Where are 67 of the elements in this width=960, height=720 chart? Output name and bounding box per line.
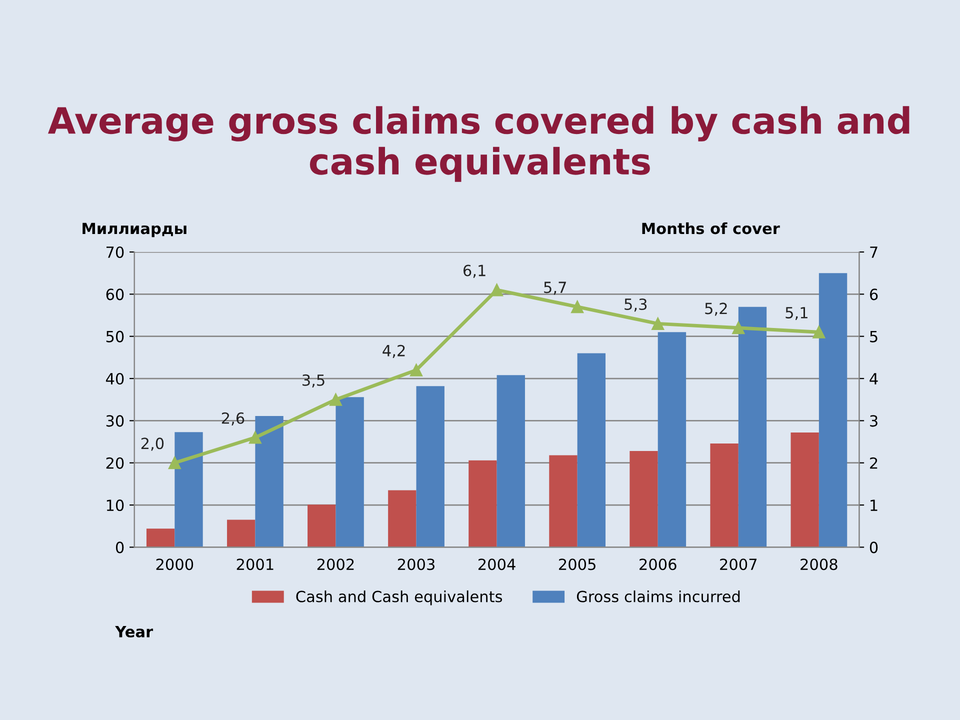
bar: [388, 490, 416, 548]
y2-tick-label: 3: [870, 415, 878, 427]
bar: [790, 432, 819, 548]
point: [168, 456, 181, 470]
x-tick-label: 2008: [800, 558, 838, 570]
chart-title: Average gross claims covered by cash and cash equivalents: [48, 106, 910, 182]
data-label: 6,1: [463, 264, 486, 278]
y2-tick-label: 5: [870, 331, 878, 342]
y-tick-label: 10: [106, 499, 124, 512]
point: [248, 431, 262, 444]
bar: [630, 451, 658, 548]
x-tick-label: 2003: [398, 558, 434, 570]
point: [812, 326, 826, 338]
y-tick-label: 30: [106, 415, 124, 427]
x-tick-label: 2005: [559, 558, 596, 570]
bar: [549, 455, 578, 548]
legend-label: Gross claims incurred: [576, 590, 740, 602]
data-label: 5,2: [705, 302, 727, 316]
point: [490, 284, 504, 296]
bar: [658, 332, 686, 548]
y2-tick-label: 7: [870, 246, 878, 258]
point: [410, 364, 423, 376]
data-label: 5,7: [544, 282, 566, 295]
data-label: 4,2: [382, 344, 405, 358]
x-tick-label: 2004: [478, 558, 516, 570]
data-label: 2,6: [222, 412, 244, 426]
y-tick-label: 0: [116, 542, 124, 554]
bar: [255, 416, 284, 548]
bar: [496, 375, 525, 548]
x-tick-label: 2006: [640, 558, 676, 570]
point: [732, 322, 745, 334]
x-tick-label: 2007: [720, 558, 757, 570]
data-label: 5,1: [786, 307, 808, 320]
y2-tick-label: 2: [870, 457, 878, 469]
y-tick-label: 50: [106, 330, 124, 342]
bar: [738, 306, 767, 548]
data-label: 2,0: [141, 438, 164, 451]
bar: [308, 504, 336, 548]
y-tick-label: 70: [106, 246, 124, 258]
point: [652, 317, 664, 330]
y-axis-title: Миллиарды: [82, 222, 186, 238]
bar: [336, 397, 364, 548]
y2-tick-label: 1: [870, 500, 878, 511]
y2-tick-label: 6: [870, 288, 878, 300]
y-tick-label: 40: [106, 372, 124, 385]
bar: [468, 460, 497, 548]
bar: [416, 386, 444, 548]
legend-label: Cash and Cash equivalents: [296, 590, 502, 606]
x-axis-title: Year: [115, 626, 154, 638]
data-label: 5,3: [624, 298, 647, 312]
y2-axis-title: Months of cover: [642, 222, 780, 234]
bar: [146, 528, 175, 548]
bar: [577, 353, 606, 548]
y-tick-label: 60: [106, 288, 124, 300]
x-tick-label: 2001: [236, 558, 274, 570]
point: [571, 300, 584, 314]
bar: [710, 443, 738, 548]
y2-tick-label: 0: [870, 542, 878, 554]
y-tick-label: 20: [106, 457, 124, 469]
bar: [174, 432, 203, 548]
x-tick-label: 2000: [156, 558, 194, 570]
x-tick-label: 2002: [317, 558, 354, 570]
data-label: 3,5: [302, 374, 324, 388]
y2-tick-label: 4: [870, 373, 878, 384]
bar: [227, 520, 256, 548]
point: [329, 393, 342, 406]
bar: [818, 273, 848, 548]
